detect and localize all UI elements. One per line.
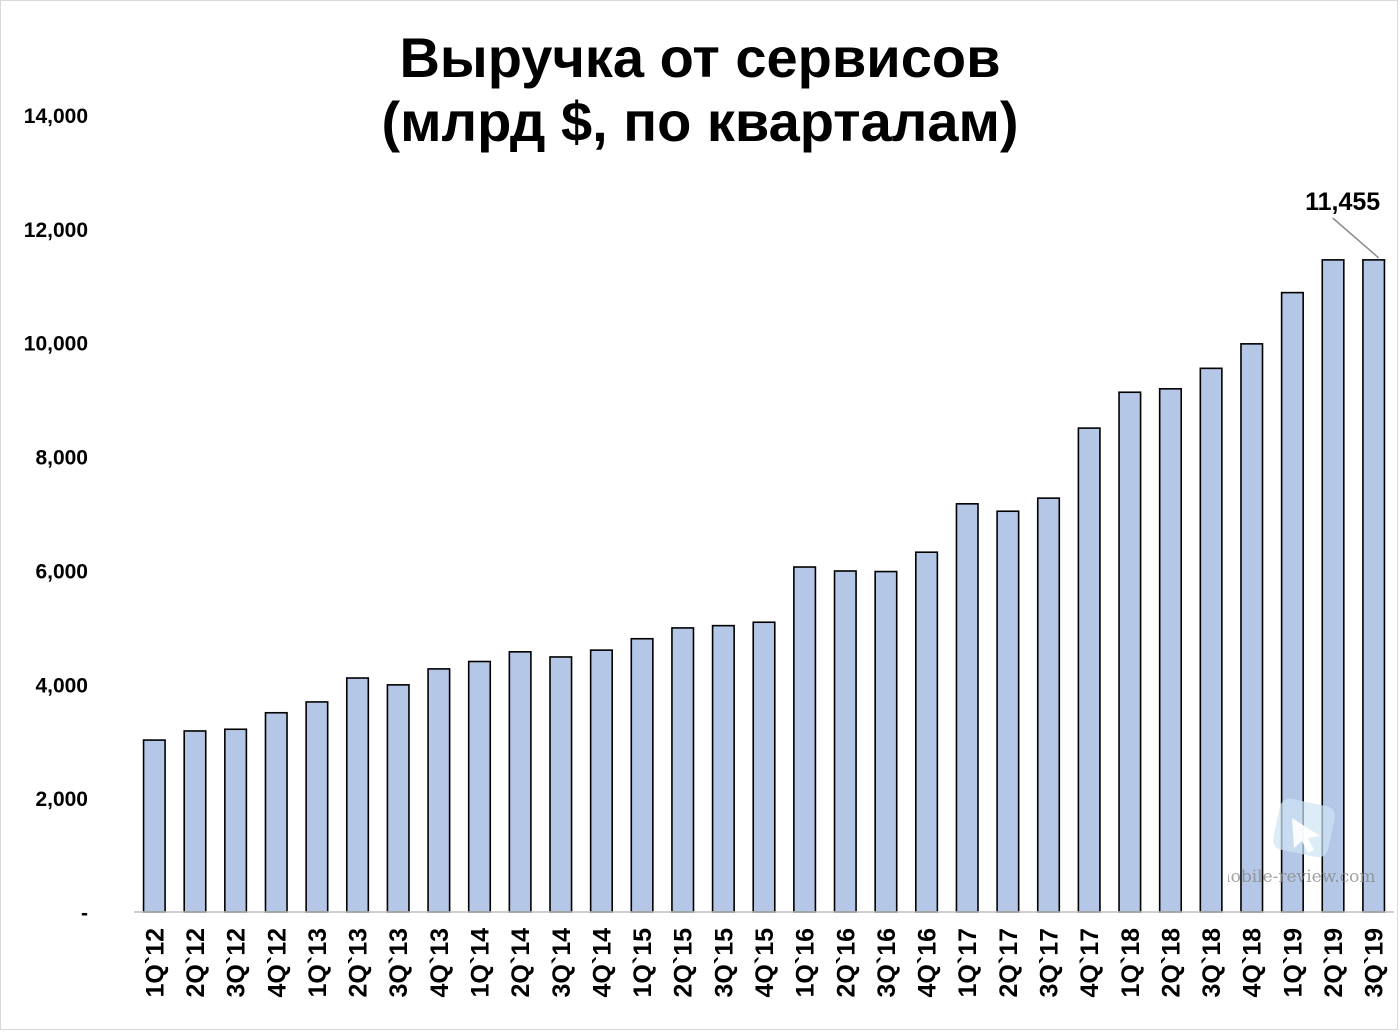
x-tick-label: 1Q`19 (1279, 928, 1307, 997)
x-tick-label: 4Q`14 (588, 928, 616, 998)
bar (630, 637, 654, 913)
x-tick-label: 1Q`14 (466, 928, 494, 998)
bar (874, 570, 898, 913)
x-tick-label: 3Q`15 (710, 928, 738, 998)
x-tick-label: 2Q`13 (345, 928, 373, 997)
bar (833, 570, 857, 913)
bar (467, 660, 492, 913)
x-tick-label: 3Q`13 (385, 928, 413, 997)
bar (1036, 497, 1061, 913)
y-tick-label: 10,000 (24, 333, 88, 356)
bars (142, 259, 1386, 913)
x-tick-label: 1Q`18 (1117, 928, 1145, 998)
x-tick-label: 3Q`18 (1198, 928, 1226, 998)
watermark-logo: mobile-review.com (1214, 796, 1378, 896)
bar (793, 566, 817, 913)
annotation-leader-line (1332, 217, 1380, 259)
x-tick-label: 2Q`17 (995, 928, 1023, 997)
y-tick-label: 8,000 (35, 447, 88, 470)
x-tick-label: 4Q`16 (914, 928, 942, 997)
bar (345, 677, 370, 913)
bar (264, 711, 288, 913)
x-tick-label: 4Q`12 (263, 928, 291, 997)
x-tick-label: 4Q`17 (1076, 928, 1104, 997)
bar (508, 651, 532, 913)
y-tick-label: 6,000 (35, 560, 88, 583)
x-tick-label: 1Q`13 (304, 928, 332, 997)
x-tick-label: 3Q`19 (1361, 928, 1389, 997)
x-tick-label: 1Q`17 (954, 928, 982, 997)
bar (996, 510, 1020, 913)
x-tick-label: 4Q`15 (751, 928, 779, 998)
x-tick-label: 2Q`12 (182, 928, 210, 997)
x-tick-label: 2Q`18 (1157, 928, 1185, 998)
bar (915, 551, 939, 913)
annotation: 11,455 (1305, 188, 1380, 259)
bar (305, 701, 329, 913)
y-axis-tick-labels: - 2,000 4,000 6,000 8,000 10,000 12,000 14,000 (24, 105, 88, 925)
bar (1118, 391, 1142, 913)
bar (142, 739, 166, 913)
bar (427, 668, 451, 913)
y-tick-label: - (81, 902, 88, 925)
x-axis-tick-labels: 1Q`12 2Q`12 3Q`12 4Q`12 1Q`13 2Q`13 3Q`13 4Q`13… (141, 928, 1388, 998)
bar (589, 649, 613, 913)
chart-title-line-2: (млрд $, по кварталам) (381, 90, 1019, 153)
chart-title: Выручка от сервисов (млрд $, по квартала… (0, 26, 1400, 154)
x-tick-label: 2Q`14 (507, 928, 535, 998)
bar (183, 730, 207, 913)
x-tick-label: 1Q`16 (792, 928, 820, 997)
bar (224, 728, 248, 913)
bar (752, 621, 776, 913)
x-tick-label: 3Q`12 (223, 928, 251, 997)
y-tick-label: 14,000 (24, 105, 88, 128)
y-tick-label: 12,000 (24, 219, 88, 242)
annotation-label: 11,455 (1305, 188, 1380, 216)
x-tick-label: 3Q`14 (548, 928, 576, 998)
chart-title-line-1: Выручка от сервисов (399, 26, 1001, 89)
x-tick-label: 3Q`16 (873, 928, 901, 997)
x-tick-label: 2Q`16 (832, 928, 860, 997)
x-tick-label: 4Q`18 (1239, 928, 1267, 998)
x-tick-label: 2Q`15 (670, 928, 698, 998)
x-tick-label: 4Q`13 (426, 928, 454, 997)
bar (1199, 367, 1223, 913)
bar (1077, 427, 1101, 913)
bar (1158, 388, 1183, 913)
x-tick-label: 3Q`17 (1036, 928, 1064, 997)
y-tick-label: 2,000 (35, 788, 88, 811)
bar (671, 627, 695, 913)
bar (386, 684, 410, 913)
watermark-logo-icon: mobile-review.com (1214, 798, 1376, 887)
x-tick-label: 1Q`15 (629, 928, 657, 998)
watermark-text: mobile-review.com (1228, 867, 1376, 887)
x-tick-label: 1Q`12 (141, 928, 169, 997)
bar (549, 656, 573, 913)
bar (711, 624, 735, 913)
bar (955, 503, 979, 913)
y-tick-label: 4,000 (35, 674, 88, 697)
x-tick-label: 2Q`19 (1320, 928, 1348, 997)
